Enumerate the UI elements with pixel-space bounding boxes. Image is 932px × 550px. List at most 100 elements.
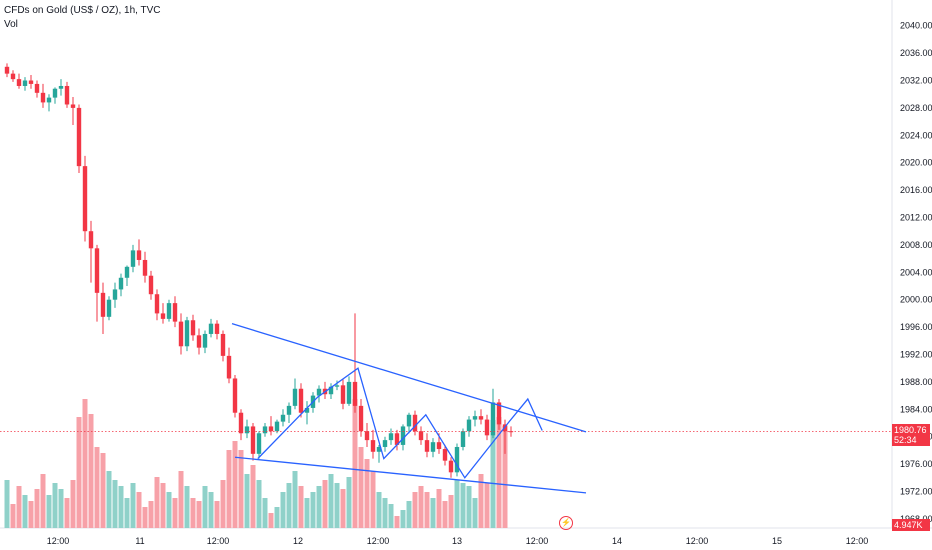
volume-bar (340, 489, 346, 528)
candle-body (334, 385, 340, 387)
volume-bar (394, 516, 400, 528)
volume-bar (334, 483, 340, 528)
volume-bar (178, 471, 184, 528)
volume-bar (214, 501, 220, 528)
candle-body (220, 333, 226, 356)
price-tick-label: 1976.00 (900, 459, 932, 469)
candle-body (124, 266, 130, 278)
volume-bar (130, 483, 136, 528)
price-tick-label: 2000.00 (900, 295, 932, 305)
volume-bar (154, 477, 160, 528)
price-axis[interactable]: 2040.00 2036.00 2032.00 2028.00 2024.00 2020.… (900, 21, 932, 524)
volume-bar (496, 417, 502, 528)
time-axis[interactable]: 12:00 11 12:00 12 12:00 13 12:00 14 12:00 15 12:00 (47, 536, 869, 546)
candle-body (208, 323, 214, 334)
price-tick-label: 2004.00 (900, 267, 932, 277)
price-tick-label: 1968.00 (900, 514, 932, 524)
volume-bar (484, 483, 490, 528)
candle-body (4, 66, 10, 74)
candle-body (430, 442, 436, 452)
volume-bar (148, 501, 154, 528)
volume-bar (166, 492, 172, 528)
candle-body (268, 426, 274, 432)
candle-body (262, 426, 268, 434)
candle-body (406, 414, 412, 427)
volume-bar (184, 486, 190, 528)
volume-bar (322, 480, 328, 528)
volume-bar (406, 501, 412, 528)
candle-body (46, 97, 52, 103)
volume-bar (208, 492, 214, 528)
time-tick-label: 11 (135, 536, 144, 546)
candle-body (460, 431, 466, 447)
volume-bar (160, 483, 166, 528)
candle-body (190, 320, 196, 336)
lightning-icon[interactable]: ⚡ (559, 516, 573, 530)
price-tick-label: 1972.00 (900, 487, 932, 497)
candle-body (328, 386, 334, 395)
volume-bar (316, 486, 322, 528)
candle-body (466, 419, 472, 432)
symbol-title[interactable]: CFDs on Gold (US$ / OZ), 1h, TVC (4, 5, 161, 16)
candle-body (64, 85, 70, 105)
candle-body (238, 412, 244, 434)
time-tick-label: 14 (612, 536, 622, 546)
volume-bar (346, 477, 352, 528)
candle-body (292, 388, 298, 406)
volume-bar (16, 486, 22, 528)
volume-bar (190, 498, 196, 528)
candle-body (454, 446, 460, 473)
candle-body (166, 303, 172, 319)
price-tick-label: 1996.00 (900, 322, 932, 332)
volume-bar (136, 492, 142, 528)
time-tick-label: 12:00 (207, 536, 230, 546)
candle-body (52, 88, 58, 98)
time-tick-label: 12:00 (686, 536, 709, 546)
candle-body (196, 335, 202, 348)
candle-body (340, 385, 346, 404)
volume-bar (118, 486, 124, 528)
candle-body (370, 440, 376, 452)
volume-bar (382, 498, 388, 528)
volume-bar (22, 495, 28, 528)
candle-body (112, 289, 118, 300)
candle-body (214, 323, 220, 334)
volume-bar (244, 474, 250, 528)
candle-body (94, 248, 100, 293)
candle-body (484, 419, 490, 436)
volume-bar (238, 450, 244, 528)
volume-bar (124, 498, 130, 528)
volume-bar (490, 420, 496, 528)
volume-bar (52, 483, 58, 528)
volume-bar (88, 414, 94, 528)
volume-bar (478, 474, 484, 528)
candle-body (424, 440, 430, 452)
volume-bar (448, 495, 454, 528)
volume-bar (256, 480, 262, 528)
trendlines[interactable] (0, 323, 892, 494)
candle-body (418, 431, 424, 441)
price-tick-label: 2028.00 (900, 103, 932, 113)
volume-bar (370, 471, 376, 528)
price-tick-label: 1988.00 (900, 377, 932, 387)
volume-bar (40, 474, 46, 528)
candle-body (382, 440, 388, 447)
volume-bar (430, 498, 436, 528)
volume-bar (226, 450, 232, 528)
volume-indicator-label[interactable]: Vol (4, 19, 18, 30)
volume-bar (454, 480, 460, 528)
volume-bar (100, 453, 106, 528)
candle-body (76, 107, 82, 167)
volume-bar (352, 399, 358, 528)
candle-body (232, 378, 238, 413)
last-price-badge: 1980.76 52:34 (892, 424, 930, 446)
volume-bar (280, 492, 286, 528)
candle-body (22, 80, 28, 86)
volume-bar (232, 441, 238, 528)
volume-bars (4, 399, 508, 528)
candle-body (130, 250, 136, 267)
volume-bar (400, 510, 406, 528)
price-tick-label: 2008.00 (900, 240, 932, 250)
price-tick-label: 2020.00 (900, 158, 932, 168)
